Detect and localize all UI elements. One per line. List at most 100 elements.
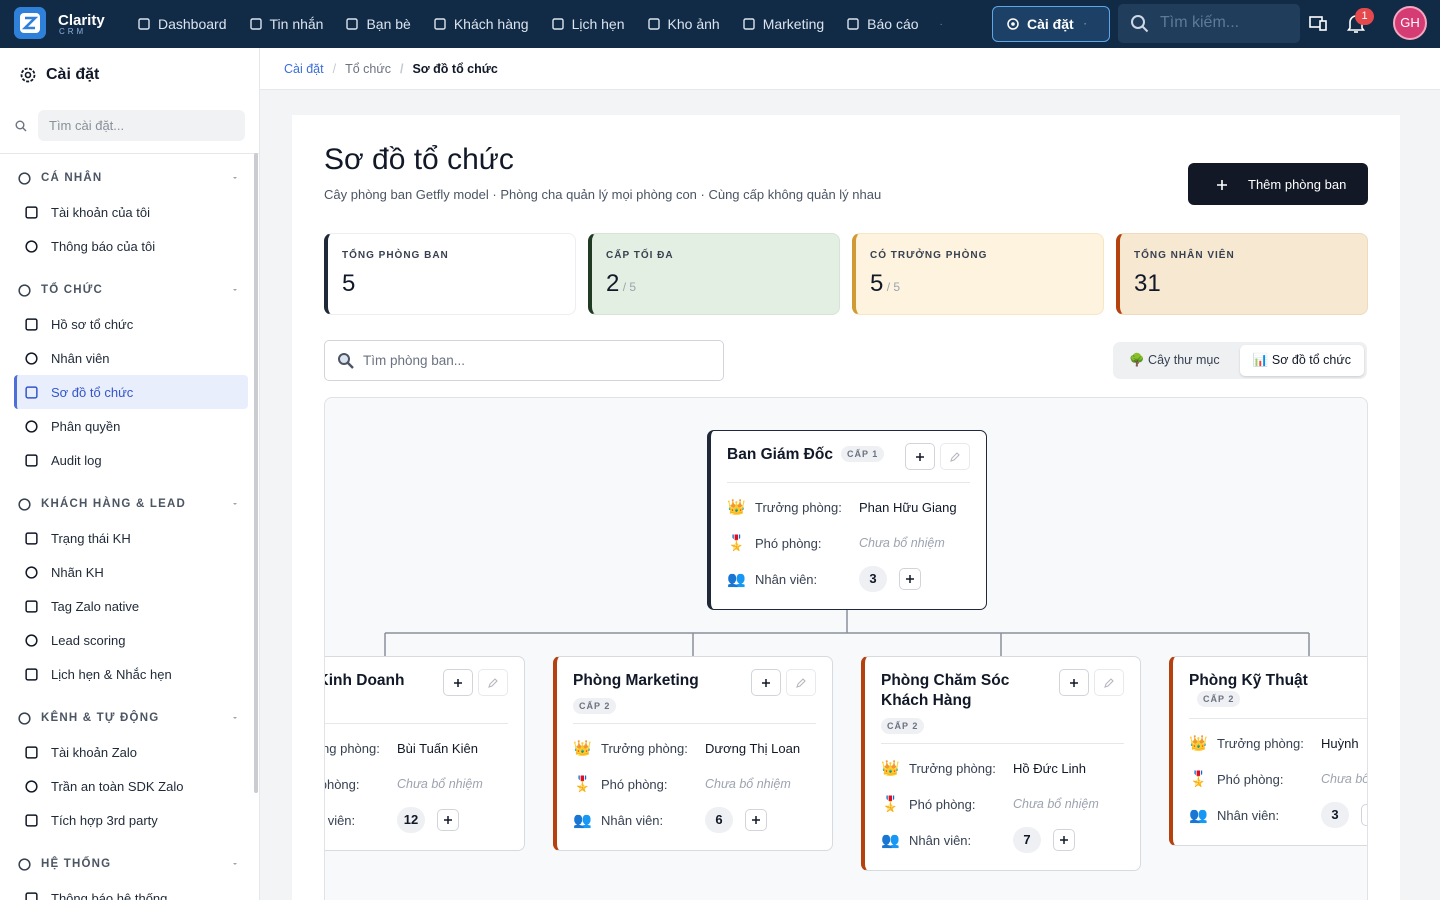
department-card[interactable]: Phòng Chăm Sóc Khách Hàng CẤP 2 👑 Trưởng p… [861, 656, 1141, 871]
add-staff-button[interactable] [1053, 829, 1075, 851]
row-label: Nhân viên: [909, 832, 972, 848]
group-title: KHÁCH HÀNG & LEAD [41, 498, 186, 510]
avatar[interactable]: GH [1393, 6, 1427, 40]
breadcrumb-item[interactable]: Cài đặt [284, 61, 324, 76]
add-child-button[interactable] [1367, 669, 1368, 696]
view-tree[interactable]: 🌳 Cây thư mục [1129, 353, 1220, 367]
sidebar-item[interactable]: Sơ đồ tổ chức [14, 375, 248, 409]
label: Bạn bè [366, 16, 411, 32]
icon [647, 18, 660, 30]
divider [881, 743, 1124, 744]
sidebar-item[interactable]: Trần an toàn SDK Zalo [14, 769, 248, 803]
divider [1189, 718, 1367, 719]
level-badge: CẤP 2 [881, 718, 925, 734]
edit-button[interactable] [940, 443, 970, 470]
sidebar-item[interactable]: Tag Zalo native [14, 589, 248, 623]
plus-icon [1217, 180, 1227, 190]
add-child-button[interactable] [751, 669, 781, 696]
sidebar-item[interactable]: Hồ sơ tổ chức [14, 307, 248, 341]
spacer [0, 477, 259, 487]
icon [138, 18, 150, 30]
group-header[interactable]: TỔ CHỨC [0, 273, 259, 307]
nav-item-active[interactable]: Cài đặt · [992, 6, 1110, 42]
sidebar-search[interactable]: Tìm cài đặt... [38, 110, 245, 141]
department-card[interactable]: Phòng Kỹ ThuậtCẤP 2 👑 Trưởng phòng: Huỳnh … [1169, 656, 1368, 846]
nav-item[interactable]: Lịch hẹn [540, 0, 636, 48]
icon [18, 284, 31, 297]
row-label: Phó phòng: [325, 776, 360, 792]
view-org[interactable]: 📊 Sơ đồ tổ chức [1239, 345, 1364, 376]
icon [488, 677, 498, 688]
department-card[interactable]: Phòng Marketing CẤP 2 👑 Trưởng phòng: Dương… [553, 656, 833, 851]
department-card[interactable]: Phòng Kinh Doanh 👑Trưởng phòng:Bùi Tuấn … [325, 656, 525, 851]
group-header[interactable]: KHÁCH HÀNG & LEAD [0, 487, 259, 521]
row-icon: 👑 [881, 760, 900, 777]
nav-item[interactable]: Tin nhắn [238, 0, 335, 48]
add-staff-button[interactable] [745, 809, 767, 831]
icon [1365, 808, 1368, 822]
icon [916, 452, 924, 461]
stat-total: 5 [619, 280, 636, 294]
more[interactable]: · [939, 18, 943, 30]
icon [18, 498, 31, 511]
group-header[interactable]: CÁ NHÂN [0, 161, 259, 195]
nav-item[interactable]: Dashboard [126, 0, 238, 48]
nav-item[interactable]: Báo cáo [835, 0, 929, 48]
add-department-button[interactable]: Thêm phòng ban [1188, 163, 1368, 205]
sidebar-item[interactable]: Trạng thái KH [14, 521, 248, 555]
group-title: TỔ CHỨC [41, 284, 104, 296]
level-badge: CẤP 1 [840, 446, 885, 462]
sidebar-item[interactable]: Tài khoản Zalo [14, 735, 248, 769]
group-header[interactable]: KÊNH & TỰ ĐỘNG [0, 701, 259, 735]
icon [25, 420, 38, 433]
edit-button[interactable] [786, 669, 816, 696]
add-child-button[interactable] [905, 443, 935, 470]
head-name: Dương Thị Loan [705, 740, 801, 756]
icon [25, 600, 38, 613]
nav-item[interactable]: Marketing [731, 0, 835, 48]
nav-item[interactable]: Kho ảnh [636, 0, 731, 48]
info-row: 🎖️ Phó phòng: Chưa bổ nhiệm [1189, 761, 1367, 797]
stat-value: 25 [606, 270, 825, 298]
stat-label: CẤP TỐI ĐA [606, 250, 674, 261]
breadcrumb-item[interactable]: Tổ chức [324, 62, 391, 76]
stat-total: 5 [883, 280, 900, 294]
group-header[interactable]: HỆ THỐNG [0, 847, 259, 881]
info-row: 👥 Nhân viên: 7 [881, 822, 1124, 858]
sidebar-item[interactable]: Tài khoản của tôi [14, 195, 248, 229]
nav-item[interactable]: Khách hàng [422, 0, 540, 48]
edit-button[interactable] [1094, 669, 1124, 696]
add-child-button[interactable] [1059, 669, 1089, 696]
info-row: 👥Nhân viên:12 [325, 802, 508, 838]
sidebar-item[interactable]: Lead scoring [14, 623, 248, 657]
sidebar-item[interactable]: Thông báo của tôi [14, 229, 248, 263]
sidebar-item[interactable]: Nhân viên [14, 341, 248, 375]
devices-icon[interactable] [1309, 15, 1327, 32]
department-search[interactable]: Tìm phòng ban... [324, 340, 724, 381]
sidebar-item[interactable]: Audit log [14, 443, 248, 477]
add-child-button[interactable] [443, 669, 473, 696]
add-staff-button[interactable] [437, 809, 459, 831]
global-search[interactable]: Tìm kiếm... [1118, 4, 1300, 43]
spacer [325, 691, 432, 714]
info-row: 🎖️ Phó phòng: Chưa bổ nhiệm [727, 525, 970, 561]
icon [1131, 15, 1149, 33]
add-staff-button[interactable] [1361, 804, 1368, 826]
edit-button[interactable] [478, 669, 508, 696]
add-staff-button[interactable] [899, 568, 921, 590]
label: Hồ sơ tổ chức [51, 316, 134, 332]
sidebar-item[interactable]: Thông báo hệ thống [14, 881, 248, 900]
sidebar-item[interactable]: Lịch hẹn & Nhắc hẹn [14, 657, 248, 691]
icon [1060, 836, 1068, 844]
row-label: Phó phòng: [909, 796, 976, 812]
label: Nhãn KH [51, 564, 104, 580]
sidebar-item[interactable]: Nhãn KH [14, 555, 248, 589]
breadcrumb-item: Sơ đồ tổ chức [391, 62, 497, 76]
department-card[interactable]: Ban Giám Đốc CẤP 1 👑 Trưởng phòng: Phan Hữu… [707, 430, 987, 610]
sidebar-item[interactable]: Tích hợp 3rd party [14, 803, 248, 837]
logo [14, 7, 46, 39]
nav-item[interactable]: Bạn bè [334, 0, 421, 48]
group-title: KÊNH & TỰ ĐỘNG [41, 712, 160, 724]
sidebar-item[interactable]: Phân quyền [14, 409, 248, 443]
